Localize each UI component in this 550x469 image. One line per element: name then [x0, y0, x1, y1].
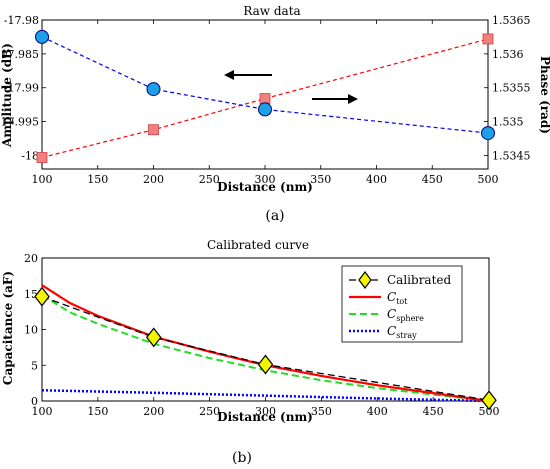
panel-b-ytick-label: 0 [31, 395, 38, 408]
phase-point [146, 82, 161, 97]
c-sphere-series-line [41, 294, 490, 402]
panel-a-yright-tick-label: 1.5345 [492, 149, 531, 162]
panel-b-xtick-label: 150 [87, 405, 108, 418]
panel-b-xlabel: Distance (nm) [217, 410, 313, 424]
panel-a-xtick-label: 350 [310, 173, 331, 186]
c-stray-series-line [41, 389, 490, 403]
panel-b-xtick-label: 450 [423, 405, 444, 418]
panel-b-xtick-label: 350 [311, 405, 332, 418]
amplitude-point [148, 124, 159, 136]
panel-a-xtick-label: 500 [478, 173, 499, 186]
panel-a-ylabel-right: Phase (rad) [538, 56, 550, 134]
phase-point [258, 102, 272, 117]
panel-a-raw-data: Raw data 100 150 200 250 300 350 400 450 500 -17… [0, 4, 550, 224]
panel-a-xtick-label: 100 [32, 173, 53, 186]
panel-b-ytick-label: 5 [31, 359, 38, 372]
amplitude-series-line [41, 38, 489, 159]
calibrated-point [145, 327, 162, 348]
phase-point [481, 126, 495, 141]
phase-point [35, 29, 49, 44]
panel-a-yleft-tick-label: -17.99 [4, 82, 39, 95]
panel-a-yleft-tick-label: -17.98 [4, 14, 39, 27]
panel-a-yright-tick-label: 1.535 [492, 116, 524, 129]
panel-b-xtick-label: 200 [143, 405, 164, 418]
panel-b-title: Calibrated curve [207, 238, 309, 252]
legend-diamond-marker [358, 271, 372, 289]
panel-a-yright-tick-label: 1.5355 [492, 82, 531, 95]
panel-a-ylabel-left: Amplitude (dB) [0, 43, 14, 148]
panel-a-xtick-label: 150 [87, 173, 108, 186]
calibrated-point [481, 390, 497, 411]
panel-b-calibrated-curve: Calibrated curve 100 150 200 250 300 350 400 45… [1, 238, 500, 466]
panel-b-ytick-label: 10 [24, 324, 38, 337]
c-tot-series-line [41, 284, 490, 403]
panel-a-xtick-label: 400 [366, 173, 387, 186]
panel-a-xtick-label: 250 [199, 173, 220, 186]
panel-b-xtick-label: 100 [32, 405, 53, 418]
amplitude-point [259, 93, 271, 104]
amplitude-point [36, 152, 48, 163]
legend-label: Calibrated [387, 273, 452, 287]
amplitude-point [482, 33, 494, 45]
panel-b-caption: (b) [232, 450, 252, 466]
panel-a-xtick-label: 450 [422, 173, 443, 186]
arrow-left-annotation [224, 70, 272, 80]
panel-b-xtick-label: 400 [367, 405, 388, 418]
panel-b-xtick-label: 250 [199, 405, 220, 418]
legend-label: Csphere [387, 307, 424, 323]
panel-b-ytick-label: 15 [24, 288, 38, 301]
panel-a-xlabel: Distance (nm) [217, 180, 313, 194]
panel-a-caption: (a) [265, 208, 284, 224]
panel-a-yright-tick-label: 1.5365 [492, 14, 531, 27]
panel-b-ytick-label: 20 [24, 252, 38, 265]
calibrated-point [257, 354, 274, 375]
panel-b-ylabel: Capacitance (aF) [1, 271, 15, 385]
panel-a-yright-tick-label: 1.536 [492, 48, 524, 61]
panel-a-xtick-label: 300 [255, 173, 276, 186]
panel-a-title: Raw data [243, 4, 300, 18]
panel-b-xtick-label: 500 [479, 405, 500, 418]
calibrated-point [34, 286, 50, 307]
panel-b-xtick-label: 300 [255, 405, 276, 418]
phase-series-line [41, 36, 489, 134]
panel-a-yleft-tick-label: -18 [21, 149, 39, 162]
panel-a-yleft-tick-label: -17.995 [0, 116, 39, 129]
legend-label: Cstray [387, 324, 417, 340]
panel-a-yleft-tick-label: -17.985 [0, 48, 39, 61]
calibrated-series-line [41, 295, 490, 401]
panel-a-xtick-label: 200 [143, 173, 164, 186]
arrow-right-annotation [312, 94, 358, 104]
legend-label: Ctot [387, 290, 408, 306]
